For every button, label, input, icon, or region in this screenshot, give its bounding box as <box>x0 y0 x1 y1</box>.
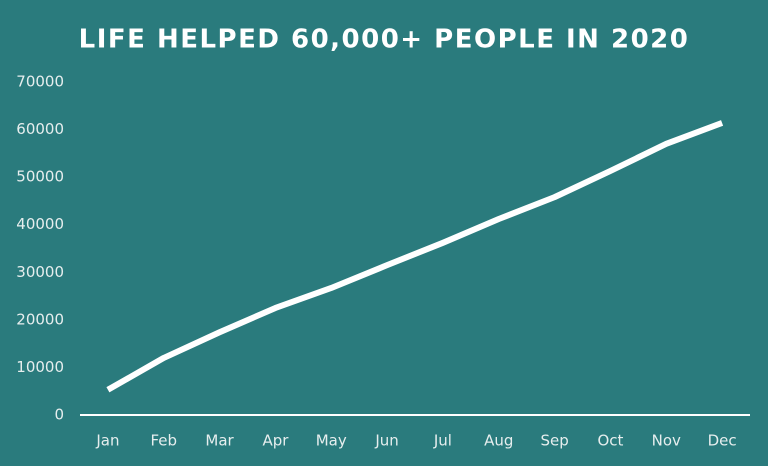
x-tick-label: Nov <box>652 432 681 450</box>
chart-title: LIFE HELPED 60,000+ PEOPLE IN 2020 <box>79 25 690 55</box>
x-tick-label: Mar <box>205 432 234 450</box>
x-tick-label: May <box>316 432 347 450</box>
x-tick-label: Jun <box>374 432 398 450</box>
x-tick-label: Jul <box>433 432 452 450</box>
y-tick-label: 40000 <box>16 215 64 233</box>
x-tick-label: Aug <box>484 432 513 450</box>
data-line <box>106 120 724 393</box>
x-tick-label: Jan <box>95 432 119 450</box>
y-tick-label: 60000 <box>16 120 64 138</box>
x-tick-label: Feb <box>150 432 177 450</box>
x-tick-label: Apr <box>262 432 289 450</box>
y-tick-label: 30000 <box>16 263 64 281</box>
y-tick-label: 0 <box>54 406 64 424</box>
y-tick-label: 20000 <box>16 310 64 328</box>
x-tick-label: Dec <box>708 432 737 450</box>
x-tick-label: Sep <box>540 432 568 450</box>
y-tick-label: 10000 <box>16 358 64 376</box>
y-tick-label: 70000 <box>16 73 64 91</box>
x-tick-label: Oct <box>597 432 623 450</box>
y-tick-label: 50000 <box>16 168 64 186</box>
